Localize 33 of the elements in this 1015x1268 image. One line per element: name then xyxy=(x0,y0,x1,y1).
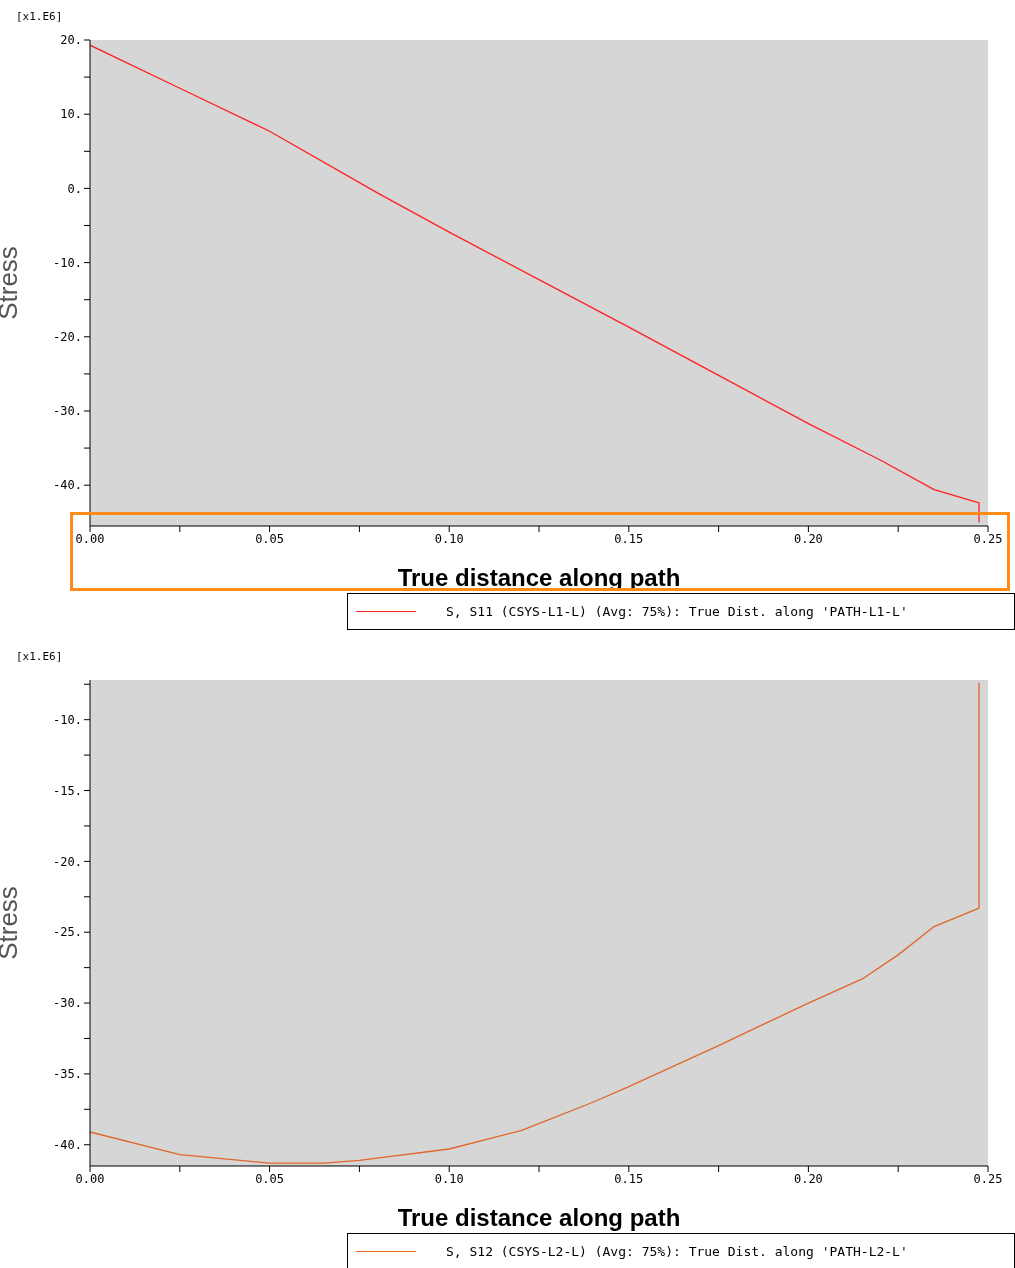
x-axis-title: True distance along path xyxy=(397,1204,681,1231)
legend-label: S, S12 (CSYS-L2-L) (Avg: 75%): True Dist. along 'PATH-L2-L' xyxy=(446,1244,908,1259)
y-tick-label: -30. xyxy=(53,404,82,419)
x-tick-label: 0.20 xyxy=(793,1171,823,1186)
legend-label: S, S11 (CSYS-L1-L) (Avg: 75%): True Dist. along 'PATH-L1-L' xyxy=(446,604,908,619)
y-tick-label: 0. xyxy=(67,181,82,196)
x-tick-label: 0.25 xyxy=(973,1171,1003,1186)
y-tick-label: -25. xyxy=(53,925,82,940)
x-tick-label: 0.15 xyxy=(614,531,644,546)
y-tick-label: 10. xyxy=(60,107,82,122)
x-tick-label: 0.00 xyxy=(75,531,105,546)
text: [x1.E6] xyxy=(16,10,63,23)
x-tick-label: 0.15 xyxy=(614,1171,644,1186)
y-tick-label: -20. xyxy=(53,854,82,869)
x-tick-label: 0.05 xyxy=(255,531,285,546)
y-tick-label: -10. xyxy=(53,712,82,727)
x-tick-label: 0.10 xyxy=(434,531,464,546)
y-tick-label: -10. xyxy=(53,255,82,270)
y-tick-label: -20. xyxy=(53,330,82,345)
text: [x1.E6] xyxy=(16,650,63,663)
y-tick-label: -40. xyxy=(53,1138,82,1153)
y-tick-label: -40. xyxy=(53,478,82,493)
x-tick-label: 0.10 xyxy=(434,1171,464,1186)
x-tick-label: 0.00 xyxy=(75,1171,105,1186)
y-tick-label: -30. xyxy=(53,996,82,1011)
x-tick-label: 0.05 xyxy=(255,1171,285,1186)
x-tick-label: 0.25 xyxy=(973,531,1003,546)
line-series xyxy=(90,44,980,523)
y-tick-label: -15. xyxy=(53,783,82,798)
x-axis-title: True distance along path xyxy=(397,564,681,591)
y-tick-label: -35. xyxy=(53,1067,82,1082)
y-tick-label: 20. xyxy=(60,33,82,48)
x-tick-label: 0.20 xyxy=(793,531,823,546)
